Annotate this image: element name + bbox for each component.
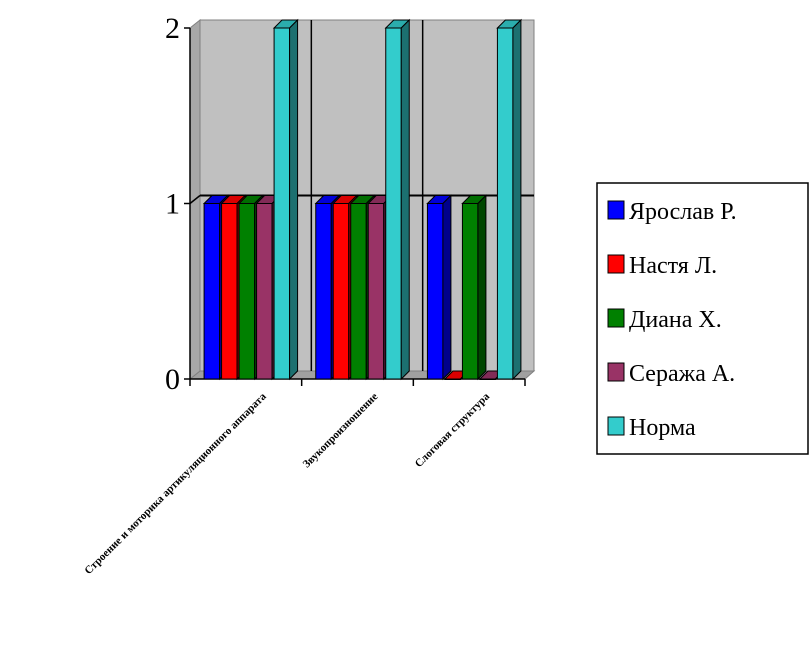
bar-front (332, 203, 350, 380)
legend: Ярослав Р. Настя Л. Диана Х. Сеража А. Норма (596, 182, 809, 455)
bar-front (315, 203, 332, 380)
legend-swatch (607, 362, 625, 382)
bar (384, 18, 411, 381)
bar-front (221, 203, 238, 380)
bar-front (256, 203, 273, 380)
legend-box (596, 182, 809, 455)
bar (272, 18, 299, 381)
category-label: Звукопроизношение (301, 391, 381, 471)
y-tick-label: 1 (165, 188, 180, 221)
bar-side (400, 18, 410, 381)
bar (426, 194, 453, 381)
legend-label: Настя Л. (629, 253, 717, 279)
category-label: Строение и моторика артикуляционного апп… (82, 390, 269, 577)
legend-swatch (607, 416, 625, 436)
bar-front (426, 203, 444, 380)
legend-label: Диана Х. (629, 307, 722, 333)
legend-swatch (607, 308, 625, 328)
bar-front (385, 27, 402, 380)
gridline-side (189, 194, 201, 205)
plot-area: 0 1 2 Строение и моторика артикуляционного … (82, 12, 536, 577)
legend-swatch (607, 200, 625, 220)
legend-label: Ярослав Р. (629, 199, 737, 225)
bar-front (238, 203, 256, 380)
legend-label: Норма (629, 415, 696, 441)
y-tick-label: 0 (165, 363, 180, 396)
legend-label: Сеража А. (629, 361, 735, 387)
category-label: Слоговая структура (413, 390, 493, 470)
bar-front (496, 27, 514, 380)
bar-front (461, 203, 479, 380)
bar-side (289, 18, 299, 381)
bar-front (273, 27, 291, 380)
legend-swatch (607, 254, 625, 274)
bar-front (350, 203, 367, 380)
bar (461, 194, 488, 381)
bar-front (203, 203, 221, 380)
bar (496, 18, 523, 381)
bar-side (512, 18, 522, 381)
bar-side (442, 194, 452, 381)
bar-front (367, 203, 385, 380)
y-tick-label: 2 (165, 12, 180, 45)
bar-side (477, 194, 487, 381)
